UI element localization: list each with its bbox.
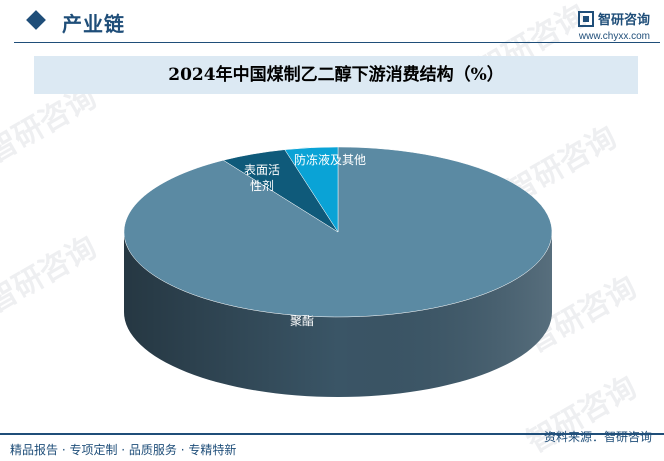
brand-url: www.chyxx.com — [578, 31, 650, 42]
chart-title: 2024年中国煤制乙二醇下游消费结构（%） — [168, 65, 504, 85]
pie-slice-2 — [284, 146, 339, 233]
page-header: 产业链 智研咨询 www.chyxx.com — [0, 0, 664, 46]
brand-name: 智研咨询 — [597, 13, 650, 28]
slice-label-1: 表面活 — [244, 163, 280, 177]
section-title: 产业链 — [62, 12, 125, 36]
footer-divider — [0, 433, 664, 435]
pie-slice-0 — [123, 146, 553, 318]
chart-title-band: 2024年中国煤制乙二醇下游消费结构（%） — [34, 56, 638, 94]
pie-wall-shading — [124, 232, 552, 397]
slice-label-0: 聚酯 — [290, 314, 314, 328]
source-note: 资料来源：智研咨询 — [543, 430, 652, 444]
header-divider — [14, 42, 660, 43]
slice-label-2: 防冻液及其他 — [294, 152, 366, 167]
brand-mark-icon — [577, 10, 594, 27]
slice-label-1: 性剂 — [250, 178, 274, 193]
brand-logo: 智研咨询 www.chyxx.com — [577, 9, 650, 42]
footer-tagline: 精品报告 · 专项定制 · 品质服务 · 专精特新 — [10, 443, 237, 457]
